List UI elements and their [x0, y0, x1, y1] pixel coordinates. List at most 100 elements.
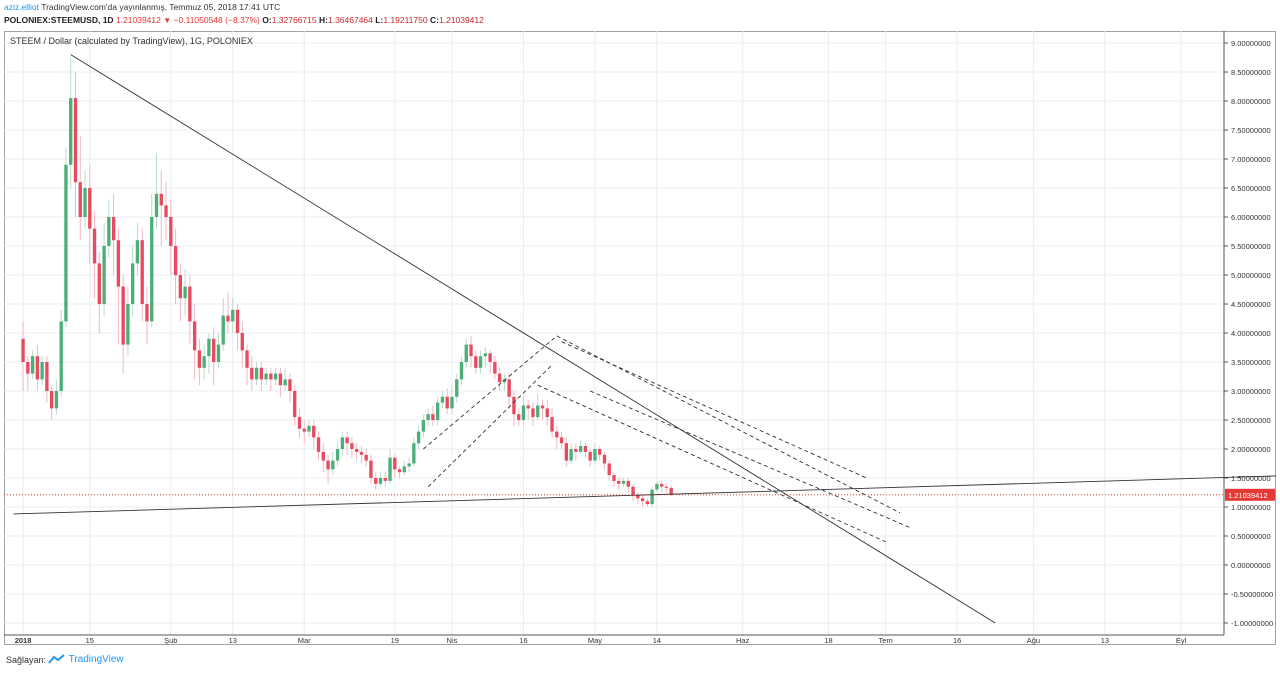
- candle-body: [431, 414, 435, 420]
- candle-body: [173, 246, 178, 275]
- candle-body: [469, 344, 473, 357]
- y-tick-label: 9.00000000: [1231, 39, 1271, 48]
- candle-body: [526, 405, 530, 409]
- candle-body: [288, 379, 292, 391]
- candle-body: [617, 480, 621, 484]
- candle-body: [231, 309, 235, 322]
- candle-body: [574, 449, 578, 452]
- candle-body: [640, 498, 645, 502]
- candle-body: [188, 286, 192, 322]
- candle-body: [154, 193, 159, 217]
- candle-body: [335, 449, 340, 461]
- candle-body: [307, 425, 311, 432]
- y-tick-label: 4.50000000: [1231, 300, 1271, 309]
- candle-body: [564, 443, 569, 461]
- candle-body: [450, 396, 454, 409]
- candle-body: [517, 414, 521, 420]
- candle-body: [397, 469, 402, 473]
- candle-body: [321, 451, 325, 461]
- candle-body: [626, 480, 630, 487]
- candle-body: [578, 446, 583, 452]
- candle-body: [197, 350, 202, 368]
- candle-body: [555, 431, 559, 438]
- candle-body: [459, 362, 464, 380]
- x-tick-label: 2018: [15, 636, 32, 645]
- candle-body: [250, 367, 254, 380]
- trendline-channel-down-mid: [589, 390, 910, 528]
- candle-body: [359, 451, 364, 455]
- y-tick-label: 6.00000000: [1231, 213, 1271, 222]
- trendline-channel-up-top: [423, 335, 558, 450]
- candle-body: [655, 483, 659, 490]
- candle-body: [111, 217, 116, 241]
- x-tick-label: Tem: [879, 636, 893, 645]
- candle-body: [59, 321, 63, 391]
- candle-body: [159, 193, 163, 206]
- chart-area[interactable]: 9.00000000 8.50000000 8.00000000 7.50000000…: [4, 31, 1280, 645]
- candle-body: [30, 356, 35, 374]
- candle-body: [455, 379, 459, 397]
- candle-body: [583, 446, 588, 452]
- candle-body: [107, 217, 111, 246]
- candle-body: [178, 275, 182, 299]
- candle-body: [378, 478, 383, 484]
- x-tick-label: 18: [824, 636, 832, 645]
- x-tick-label: Mar: [298, 636, 311, 645]
- candle-body: [621, 480, 626, 484]
- candle-body: [216, 344, 221, 362]
- candle-body: [593, 449, 597, 461]
- candle-body: [340, 437, 345, 449]
- last-price-badge: [1225, 488, 1275, 501]
- candle-body: [259, 367, 264, 380]
- candle-body: [497, 373, 502, 383]
- candle-body: [78, 182, 82, 217]
- symbol-info: POLONIEX:STEEMUSD, 1D 1.21039412 ▼ −0.11…: [4, 15, 484, 25]
- candle-body: [226, 315, 230, 322]
- y-tick-label: 8.00000000: [1231, 97, 1271, 106]
- candle-body: [531, 408, 535, 418]
- source-label: Sağlayan:: [6, 655, 47, 665]
- price-chart[interactable]: 9.00000000 8.50000000 8.00000000 7.50000000…: [4, 31, 1280, 645]
- candle-body: [92, 228, 97, 264]
- y-tick-label: 3.00000000: [1231, 387, 1271, 396]
- candle-body: [49, 391, 54, 409]
- change-value: −0.11050548 (−8.37%): [173, 15, 260, 25]
- brand-label: TradingView: [68, 654, 124, 665]
- candle-body: [536, 405, 540, 418]
- high-value: 1.36467464: [327, 15, 373, 25]
- candle-body: [421, 420, 426, 432]
- candle-body: [507, 379, 511, 397]
- candle-body: [169, 217, 173, 246]
- candle-body: [35, 356, 40, 380]
- candle-body: [202, 356, 206, 368]
- candle-body: [345, 437, 349, 444]
- candle-body: [97, 263, 101, 304]
- tradingview-brand[interactable]: TradingView: [48, 654, 124, 665]
- chart-frame: [4, 31, 1276, 645]
- candle-body: [426, 414, 430, 420]
- candle-body: [383, 478, 387, 481]
- candle-body: [631, 486, 635, 496]
- candle-body: [116, 240, 121, 287]
- candle-body: [664, 486, 669, 488]
- author-link[interactable]: aziz.elliot: [4, 2, 39, 12]
- candle-body: [54, 391, 59, 409]
- candle-body: [164, 205, 168, 217]
- candle-body: [464, 344, 468, 362]
- candle-body: [183, 286, 187, 299]
- candle-body: [550, 417, 554, 432]
- y-tick-label: 4.00000000: [1231, 329, 1271, 338]
- candle-body: [350, 443, 354, 449]
- candle-body: [312, 425, 316, 438]
- candle-body: [645, 501, 650, 505]
- candle-body: [140, 240, 144, 304]
- last-price: 1.21039412: [115, 15, 161, 25]
- candle-body: [521, 405, 526, 420]
- candle-body: [612, 475, 616, 481]
- x-tick-label: 14: [653, 636, 661, 645]
- candle-body: [416, 431, 421, 444]
- candle-body: [283, 379, 287, 386]
- candle-body: [488, 353, 492, 362]
- candle-body: [569, 449, 573, 461]
- trendline-horizontal-support: [13, 475, 1280, 515]
